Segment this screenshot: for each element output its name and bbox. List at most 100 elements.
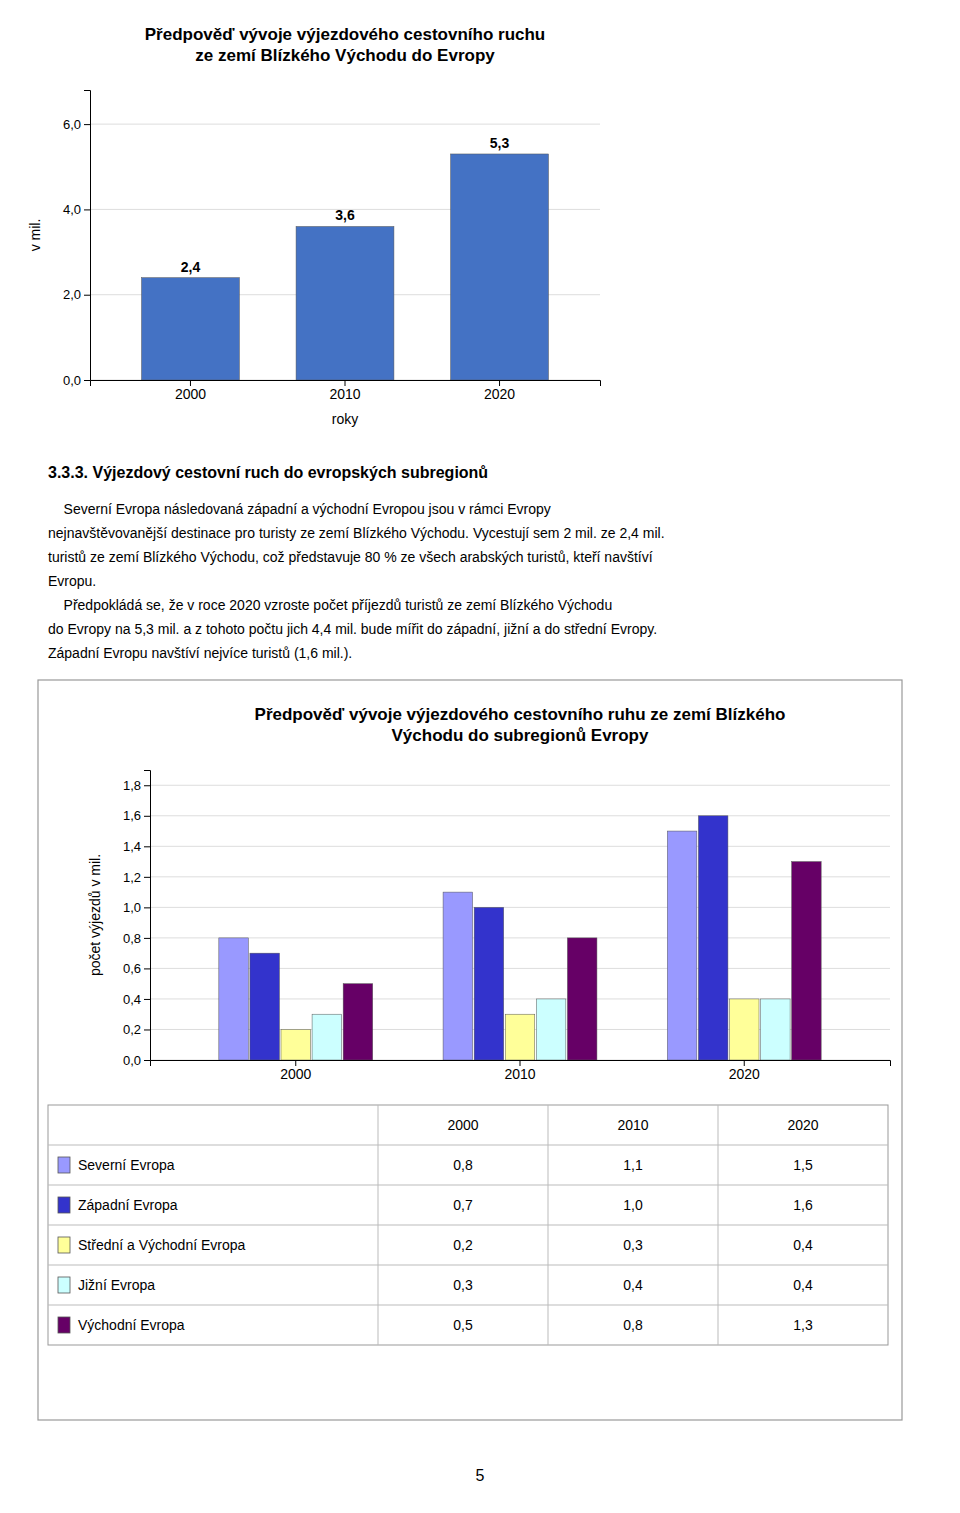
bar — [536, 999, 566, 1060]
x-axis: 2000 2010 2020 — [91, 380, 601, 402]
legend-table-value: 0,7 — [453, 1197, 473, 1213]
y-tick-label: 1,4 — [123, 839, 141, 854]
chart: Předpověď vývoje výjezdového cestovního … — [48, 705, 891, 1345]
section-heading: 3.3.3. Výjezdový cestovní ruch do evrops… — [48, 464, 488, 481]
legend-table-frame — [48, 1105, 888, 1345]
y-tick: 0,2 — [123, 1022, 150, 1037]
grid-line — [150, 815, 890, 816]
legend-swatch — [58, 1317, 70, 1333]
x-tick-label: 2000 — [175, 386, 206, 402]
x-tick: 2000 — [175, 380, 206, 402]
grid — [150, 785, 890, 1060]
y-tick-label: 0,0 — [63, 373, 81, 388]
grid-line — [150, 785, 890, 786]
y-axis-title: v mil. — [27, 219, 43, 252]
y-tick-label: 1,6 — [123, 808, 141, 823]
bars — [219, 816, 821, 1060]
x-axis: 200020102020 — [151, 1060, 891, 1082]
y-tick-mark — [144, 816, 150, 817]
y-tick-mark — [144, 938, 150, 939]
bar — [792, 862, 822, 1060]
x-tick-label: 2020 — [729, 1066, 760, 1082]
bar — [505, 1014, 535, 1060]
y-tick-mark — [84, 380, 90, 381]
legend-table: 200020102020Severní Evropa0,81,11,5Západ… — [48, 1105, 888, 1345]
legend-swatch — [58, 1197, 70, 1213]
bar — [567, 938, 597, 1060]
legend-table-value: 0,5 — [453, 1317, 473, 1333]
legend-table-rule — [48, 1305, 888, 1306]
data-label: 2,4 — [181, 259, 201, 275]
legend-swatch — [58, 1277, 70, 1293]
chart2-frame — [38, 680, 902, 1420]
legend-table-value: 1,0 — [623, 1197, 643, 1213]
legend-table-value: 0,3 — [623, 1237, 643, 1253]
legend-table-value: 0,3 — [453, 1277, 473, 1293]
y-axis: 0,0 2,0 4,0 6,0 — [63, 91, 91, 388]
body-line: nejnavštěvovanější destinace pro turisty… — [48, 525, 665, 541]
bar — [698, 816, 728, 1060]
body-line: Evropu. — [48, 573, 96, 589]
legend-table-rule — [48, 1145, 888, 1146]
body-line: turistů ze zemí Blízkého Východu, což př… — [48, 549, 653, 565]
legend-table-value: 0,8 — [453, 1157, 473, 1173]
y-tick-label: 6,0 — [63, 117, 81, 132]
legend-entry: Východní Evropa — [78, 1317, 185, 1333]
legend-entry: Jižní Evropa — [78, 1277, 155, 1293]
y-tick-label: 2,0 — [63, 287, 81, 302]
x-tick: 2020 — [729, 1060, 760, 1082]
data-label: 5,3 — [490, 135, 510, 151]
bar — [451, 154, 549, 380]
bar — [729, 999, 759, 1060]
y-tick-mark — [144, 877, 150, 878]
bar — [343, 984, 373, 1060]
legend-table-rule — [48, 1185, 888, 1186]
x-tick-label: 2020 — [484, 386, 515, 402]
grid — [90, 124, 600, 380]
legend-table-rule — [378, 1105, 379, 1345]
body-line: Předpokládá se, že v roce 2020 vzroste p… — [48, 597, 612, 613]
legend-entry: Západní Evropa — [78, 1197, 178, 1213]
chart-title-line: Předpověď vývoje výjezdového cestovního … — [145, 25, 546, 44]
y-tick-label: 0,2 — [123, 1022, 141, 1037]
y-axis: 0,00,20,40,60,81,01,21,41,61,8 — [123, 771, 151, 1068]
grid-line — [90, 124, 600, 125]
legend-table-value: 0,4 — [623, 1277, 643, 1293]
grid-line — [150, 907, 890, 908]
body-line: Západní Evropu navštíví nejvíce turistů … — [48, 645, 352, 661]
legend-table-header: 2010 — [617, 1117, 648, 1133]
y-tick: 1,6 — [123, 808, 150, 823]
bar — [761, 999, 791, 1060]
chart-title: Předpověď vývoje výjezdového cestovního … — [145, 25, 546, 65]
y-tick-mark — [84, 124, 90, 125]
y-tick: 0,4 — [123, 992, 150, 1007]
legend-swatch — [58, 1157, 70, 1173]
legend-swatch — [58, 1237, 70, 1253]
body-line: Severní Evropa následovaná západní a výc… — [48, 501, 551, 517]
x-tick: 2010 — [329, 380, 360, 402]
y-tick-label: 1,2 — [123, 870, 141, 885]
bar — [474, 907, 504, 1060]
y-tick: 0,6 — [123, 961, 150, 976]
y-tick: 0,0 — [123, 1053, 150, 1068]
legend-table-rule — [718, 1105, 719, 1345]
legend-table-value: 1,5 — [793, 1157, 813, 1173]
y-tick-label: 4,0 — [63, 202, 81, 217]
bar — [142, 278, 240, 380]
y-tick-mark — [144, 968, 150, 969]
y-tick-label: 1,0 — [123, 900, 141, 915]
y-tick: 1,0 — [123, 900, 150, 915]
y-tick-mark — [144, 846, 150, 847]
bar — [667, 831, 697, 1060]
y-tick-mark — [84, 295, 90, 296]
y-tick-label: 0,6 — [123, 961, 141, 976]
y-tick: 6,0 — [63, 117, 90, 132]
legend-table-value: 0,4 — [793, 1277, 813, 1293]
x-axis-title: roky — [332, 411, 358, 427]
legend-table-rule — [548, 1105, 549, 1345]
x-tick-label: 2010 — [504, 1066, 535, 1082]
y-tick: 1,2 — [123, 870, 150, 885]
y-tick-label: 0,0 — [123, 1053, 141, 1068]
legend-table-rule — [48, 1265, 888, 1266]
y-tick-mark — [144, 999, 150, 1000]
